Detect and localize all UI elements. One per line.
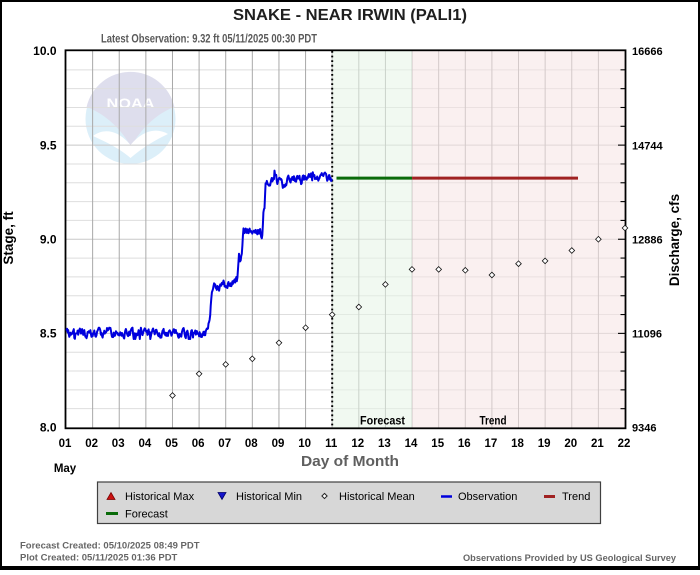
svg-text:Day of Month: Day of Month: [301, 453, 399, 470]
svg-text:Latest Observation: 9.32 ft 05: Latest Observation: 9.32 ft 05/11/2025 0…: [101, 34, 317, 46]
svg-text:19: 19: [538, 438, 551, 450]
svg-text:Historical Mean: Historical Mean: [339, 491, 415, 503]
svg-text:Discharge, cfs: Discharge, cfs: [667, 194, 682, 286]
svg-text:Observation: Observation: [458, 491, 517, 503]
svg-text:May: May: [54, 463, 77, 475]
svg-text:04: 04: [139, 438, 152, 450]
svg-text:Plot Created: 05/11/2025 01:36: Plot Created: 05/11/2025 01:36 PDT: [20, 553, 178, 564]
svg-text:05: 05: [165, 438, 178, 450]
svg-text:14: 14: [405, 438, 418, 450]
svg-text:09: 09: [272, 438, 285, 450]
svg-text:06: 06: [192, 438, 205, 450]
svg-text:Trend: Trend: [480, 416, 507, 428]
svg-text:11: 11: [325, 438, 338, 450]
svg-text:Historical Min: Historical Min: [236, 491, 302, 503]
svg-text:12: 12: [351, 438, 364, 450]
svg-text:16666: 16666: [632, 46, 663, 58]
svg-text:12886: 12886: [632, 234, 663, 246]
svg-text:15: 15: [431, 438, 444, 450]
svg-text:02: 02: [85, 438, 98, 450]
svg-text:08: 08: [245, 438, 258, 450]
svg-text:07: 07: [218, 438, 231, 450]
svg-text:Stage, ft: Stage, ft: [1, 211, 16, 265]
svg-text:01: 01: [59, 438, 72, 450]
svg-text:NOAA: NOAA: [107, 95, 155, 111]
svg-text:Historical Max: Historical Max: [125, 491, 195, 503]
svg-text:9346: 9346: [632, 423, 656, 435]
svg-text:Forecast Created: 05/10/2025 0: Forecast Created: 05/10/2025 08:49 PDT: [20, 541, 200, 552]
svg-text:8.5: 8.5: [40, 327, 57, 341]
svg-text:10: 10: [298, 438, 311, 450]
svg-text:8.0: 8.0: [40, 421, 57, 435]
svg-text:17: 17: [485, 438, 498, 450]
svg-text:Forecast: Forecast: [125, 509, 168, 521]
svg-text:20: 20: [564, 438, 577, 450]
svg-text:Observations Provided by US Ge: Observations Provided by US Geological S…: [463, 553, 677, 564]
svg-text:18: 18: [511, 438, 524, 450]
svg-text:Forecast: Forecast: [360, 416, 405, 428]
svg-text:10.0: 10.0: [33, 44, 57, 58]
svg-text:03: 03: [112, 438, 125, 450]
svg-text:14744: 14744: [632, 140, 663, 152]
svg-text:9.0: 9.0: [40, 232, 57, 246]
svg-text:11096: 11096: [632, 329, 662, 341]
svg-text:Trend: Trend: [562, 491, 590, 503]
svg-text:21: 21: [591, 438, 604, 450]
svg-text:9.5: 9.5: [40, 138, 57, 152]
svg-text:13: 13: [378, 438, 391, 450]
svg-text:22: 22: [618, 438, 631, 450]
svg-text:16: 16: [458, 438, 471, 450]
svg-text:SNAKE - NEAR IRWIN (PALI1): SNAKE - NEAR IRWIN (PALI1): [233, 7, 467, 24]
